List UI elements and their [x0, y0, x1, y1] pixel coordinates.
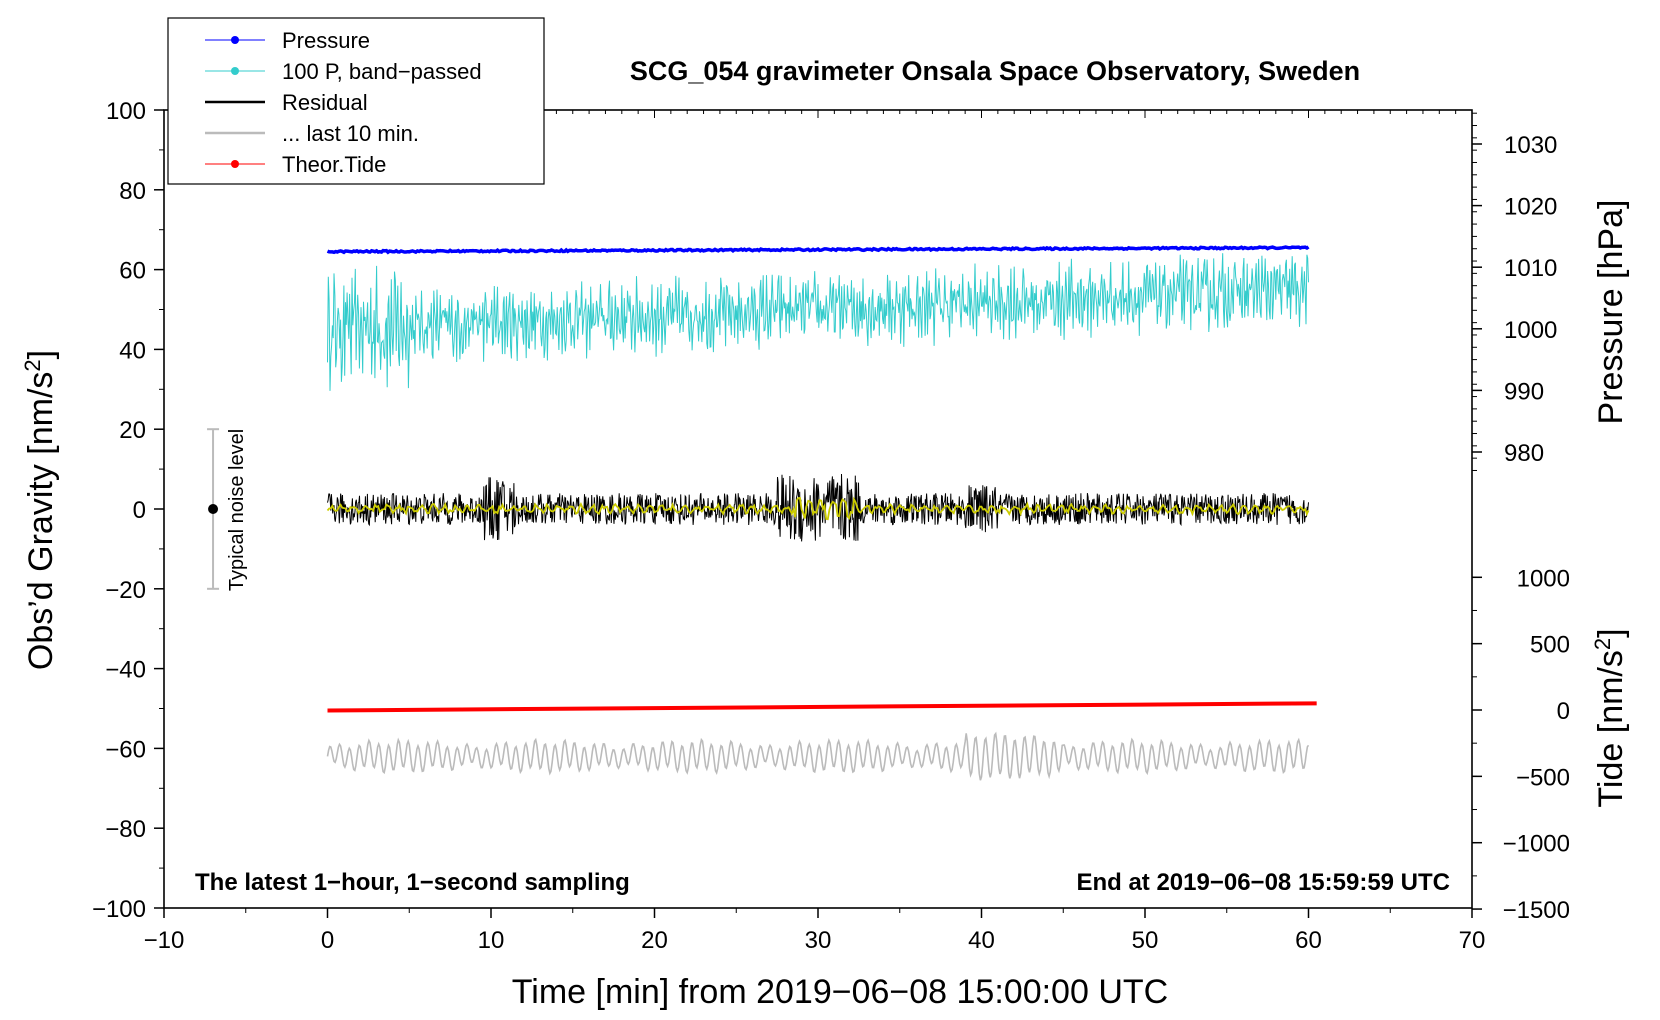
tide-axis-title-main: Tide [nm/s [1592, 650, 1630, 807]
series-last-10-min [326, 731, 1310, 781]
x-tick-label: 20 [641, 927, 668, 954]
noise-label: Typical noise level [226, 429, 248, 591]
y-tick-label: −80 [105, 816, 146, 843]
noise-bar-center [208, 504, 219, 514]
pressure-tick-label: 980 [1504, 440, 1544, 467]
series-residual [327, 473, 1309, 542]
tide-tick-label: −1500 [1503, 897, 1570, 924]
x-tick-label: 50 [1132, 927, 1159, 954]
chart-series-layer [326, 245, 1317, 781]
y-axis-title-close: ] [22, 350, 60, 359]
pressure-tick-label: 1020 [1504, 194, 1557, 221]
x-tick-label: 0 [321, 927, 334, 954]
y-tick-label: 20 [119, 417, 146, 444]
x-tick-label: 30 [805, 927, 832, 954]
tide-tick-label: 1000 [1517, 565, 1570, 592]
y-tick-label: −20 [105, 577, 146, 604]
pressure-tick-label: 990 [1504, 378, 1544, 405]
legend-marker [231, 160, 239, 168]
x-tick-label: −10 [144, 927, 185, 954]
tide-tick-label: −1000 [1503, 831, 1570, 858]
y-tick-label: 0 [133, 497, 146, 524]
series-residual-smoothed [326, 496, 1310, 521]
y-axis-title: Obs’d Gravity [nm/s2] [20, 350, 60, 670]
tide-tick-label: 500 [1530, 632, 1570, 659]
y-axis-title-sup: 2 [20, 359, 45, 371]
y-axis-title-main: Obs’d Gravity [nm/s [22, 372, 60, 671]
note-left: The latest 1−hour, 1−second sampling [195, 869, 630, 896]
y-tick-label: 100 [106, 98, 146, 125]
pressure-tick-label: 1030 [1504, 132, 1557, 159]
legend-label: Residual [282, 90, 368, 115]
x-tick-label: 40 [968, 927, 995, 954]
y-tick-label: 80 [119, 178, 146, 205]
chart-axes: −10 0 10 20 30 40 50 60 70−100−80−60−40−20020406… [92, 98, 1570, 954]
series-bandpassed-pressure [327, 253, 1309, 391]
pressure-axis-title: Pressure [hPa] [1592, 200, 1630, 425]
legend-label: Theor.Tide [282, 152, 386, 177]
tide-axis-title-close: ] [1592, 628, 1630, 637]
y-tick-label: −40 [105, 657, 146, 684]
note-right: End at 2019−06−08 15:59:59 UTC [1076, 869, 1450, 896]
pressure-tick-label: 1000 [1504, 317, 1557, 344]
x-tick-label: 10 [478, 927, 505, 954]
tide-tick-label: 0 [1557, 698, 1570, 725]
tide-axis-title: Tide [nm/s2] [1590, 628, 1630, 807]
noise-indicator: Typical noise level [207, 428, 248, 591]
legend: Pressure 100 P, band−passed Residual ... la… [167, 17, 545, 185]
x-tick-label: 70 [1459, 927, 1486, 954]
x-tick-label: 60 [1295, 927, 1322, 954]
y-tick-label: −100 [92, 896, 146, 923]
y-tick-label: −60 [105, 736, 146, 763]
chart-title: SCG_054 gravimeter Onsala Space Observat… [630, 56, 1360, 86]
legend-label: Pressure [282, 28, 370, 53]
legend-label: 100 P, band−passed [282, 59, 482, 84]
tide-tick-label: −500 [1516, 764, 1570, 791]
tide-axis-title-sup: 2 [1590, 638, 1615, 650]
pressure-tick-label: 1010 [1504, 255, 1557, 282]
x-axis-title: Time [min] from 2019−06−08 15:00:00 UTC [512, 973, 1168, 1011]
legend-label: ... last 10 min. [282, 121, 419, 146]
legend-marker [231, 67, 239, 75]
y-tick-label: 40 [119, 337, 146, 364]
series-pressure [326, 245, 1310, 255]
legend-marker [231, 36, 239, 44]
series-theor-tide [327, 701, 1317, 713]
y-tick-label: 60 [119, 258, 146, 285]
